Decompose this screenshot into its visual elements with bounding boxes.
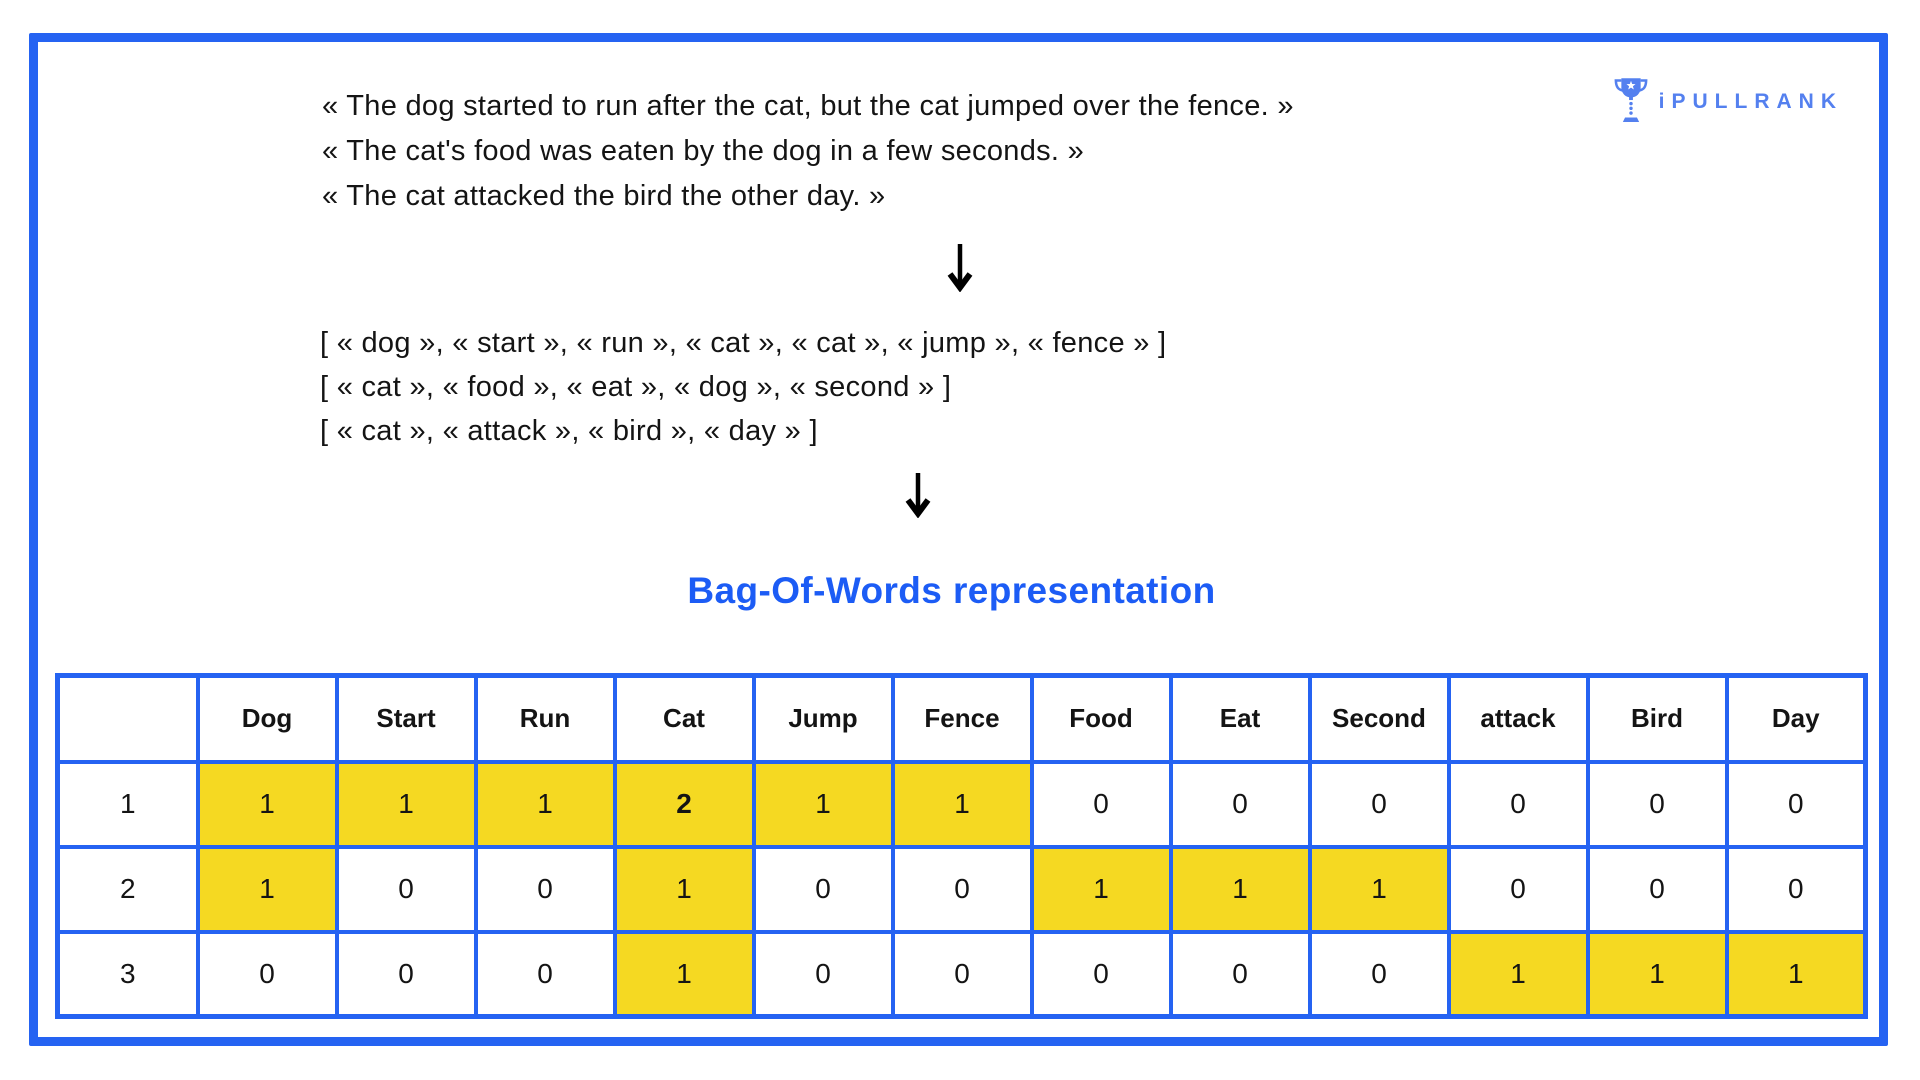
column-header: Day [1724, 673, 1868, 764]
sentence-line: « The dog started to run after the cat, … [322, 90, 1294, 122]
page-frame [29, 33, 1888, 1046]
corner-cell [55, 673, 200, 764]
count-cell: 0 [751, 929, 895, 1019]
token-line: [ « cat », « attack », « bird », « day »… [320, 415, 818, 447]
tokenized-lists: [ « dog », « start », « run », « cat », … [320, 321, 1166, 453]
source-sentences: « The dog started to run after the cat, … [322, 84, 1294, 219]
column-header: Cat [612, 673, 756, 764]
count-cell: 0 [334, 844, 478, 934]
count-cell: 2 [612, 759, 756, 849]
down-arrow-icon [903, 472, 933, 523]
sentence-line: « The cat's food was eaten by the dog in… [322, 135, 1085, 167]
count-cell: 1 [1446, 929, 1590, 1019]
column-header: Dog [195, 673, 339, 764]
count-cell: 0 [890, 929, 1034, 1019]
count-cell: 0 [1446, 759, 1590, 849]
column-header: attack [1446, 673, 1590, 764]
column-header: Start [334, 673, 478, 764]
count-cell: 0 [1585, 844, 1729, 934]
header-row: Dog Start Run Cat Jump Fence Food Eat Second atta… [55, 673, 1868, 764]
count-cell: 0 [195, 929, 339, 1019]
count-cell: 0 [334, 929, 478, 1019]
count-cell: 0 [1307, 929, 1451, 1019]
count-cell: 0 [1029, 759, 1173, 849]
count-cell: 0 [1446, 844, 1590, 934]
trophy-icon [1613, 76, 1649, 127]
token-line: [ « cat », « food », « eat », « dog », «… [320, 371, 952, 403]
count-cell: 1 [473, 759, 617, 849]
count-cell: 0 [1585, 759, 1729, 849]
count-cell: 1 [195, 844, 339, 934]
column-header: Fence [890, 673, 1034, 764]
logo-text: iPULLRANK [1658, 89, 1843, 113]
count-cell: 0 [1029, 929, 1173, 1019]
row-label: 2 [55, 844, 200, 934]
count-cell: 0 [1307, 759, 1451, 849]
count-cell: 1 [1585, 929, 1729, 1019]
count-cell: 0 [473, 929, 617, 1019]
count-cell: 1 [1307, 844, 1451, 934]
count-cell: 0 [1724, 844, 1868, 934]
page-title: Bag-Of-Words representation [687, 570, 1216, 611]
count-cell: 0 [1724, 759, 1868, 849]
column-header: Second [1307, 673, 1451, 764]
count-cell: 1 [612, 929, 756, 1019]
count-cell: 1 [1168, 844, 1312, 934]
count-cell: 1 [751, 759, 895, 849]
down-arrow-icon [945, 243, 975, 297]
count-cell: 0 [1168, 759, 1312, 849]
count-cell: 0 [890, 844, 1034, 934]
count-cell: 1 [195, 759, 339, 849]
brand-logo: iPULLRANK [1613, 76, 1843, 127]
count-cell: 0 [751, 844, 895, 934]
column-header: Food [1029, 673, 1173, 764]
row-label: 3 [55, 929, 200, 1019]
column-header: Jump [751, 673, 895, 764]
count-cell: 0 [473, 844, 617, 934]
count-cell: 1 [334, 759, 478, 849]
column-header: Eat [1168, 673, 1312, 764]
sentence-line: « The cat attacked the bird the other da… [322, 180, 886, 212]
count-cell: 1 [612, 844, 756, 934]
token-line: [ « dog », « start », « run », « cat », … [320, 327, 1167, 359]
count-cell: 1 [1029, 844, 1173, 934]
row-label: 1 [55, 759, 200, 849]
column-header: Bird [1585, 673, 1729, 764]
count-cell: 0 [1168, 929, 1312, 1019]
column-header: Run [473, 673, 617, 764]
count-cell: 1 [890, 759, 1034, 849]
count-cell: 1 [1724, 929, 1868, 1019]
bow-table: Dog Start Run Cat Jump Fence Food Eat Second atta… [55, 673, 1868, 1019]
